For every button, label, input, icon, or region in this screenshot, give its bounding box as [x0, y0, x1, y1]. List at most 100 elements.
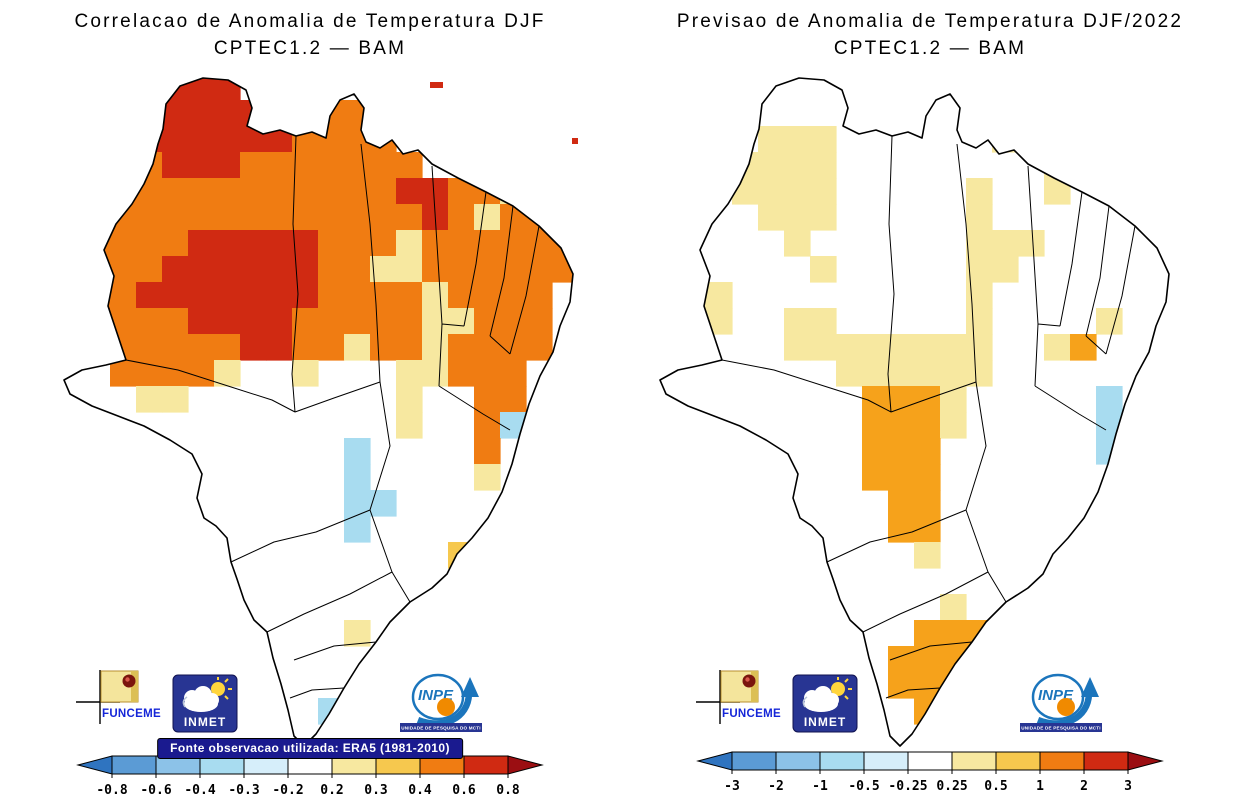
map-cell	[500, 230, 527, 257]
map-cell	[136, 126, 163, 153]
funceme-label: FUNCEME	[102, 708, 161, 720]
map-cell	[1044, 334, 1071, 361]
map-cell	[784, 126, 811, 153]
map-cell	[214, 308, 241, 335]
map-cell	[110, 178, 137, 205]
colorbar-segment	[1083, 751, 1129, 771]
map-cell	[292, 178, 319, 205]
map-cell	[888, 490, 915, 517]
map-cell	[188, 256, 215, 283]
map-cell	[784, 308, 811, 335]
map-cell	[292, 282, 319, 309]
map-cell	[136, 152, 163, 179]
map-cell	[474, 204, 501, 231]
map-cell	[370, 490, 397, 517]
map-cell	[110, 308, 137, 335]
map-cell	[888, 334, 915, 361]
swoosh-arrow-icon	[1036, 693, 1093, 727]
map-cell	[992, 256, 1019, 283]
inpe-logo: INPE UNIDADE DE PESQUISA DO MCTI	[1018, 670, 1104, 739]
map-cell	[214, 204, 241, 231]
map-cell	[422, 256, 449, 283]
map-cell	[214, 126, 241, 153]
colorbar-arrow-left	[76, 755, 113, 775]
colorbar-tick-label: 0.6	[452, 783, 476, 798]
map-cell	[344, 204, 371, 231]
inpe-bar	[1020, 723, 1102, 732]
map-cell	[110, 230, 137, 257]
inmet-logo: INMET	[792, 674, 858, 739]
map-cell	[448, 360, 475, 387]
colorbar-tick-label: -0.3	[228, 783, 259, 798]
map-cell	[474, 256, 501, 283]
map-cell	[810, 152, 837, 179]
map-cell	[680, 282, 707, 309]
map-cell	[344, 516, 371, 543]
swoosh-arrow-icon	[416, 693, 473, 727]
map-cell	[292, 360, 319, 387]
map-cell	[64, 334, 85, 361]
map-cell	[370, 308, 397, 335]
panel-forecast: Previsao de Anomalia de Temperatura DJF/…	[620, 0, 1240, 802]
map-cell	[292, 334, 319, 361]
map-cell	[240, 178, 267, 205]
map-cell	[422, 334, 449, 361]
map-cell	[188, 126, 215, 153]
colorbar-segment	[995, 751, 1041, 771]
map-cell	[448, 256, 475, 283]
colorbar-segment	[863, 751, 909, 771]
map-cell	[370, 204, 397, 231]
funceme-logo: FUNCEME	[74, 668, 170, 733]
map-cell	[84, 282, 111, 309]
map-cell	[448, 178, 475, 205]
map-cell	[758, 204, 785, 231]
panel-title: Correlacao de Anomalia de Temperatura DJ…	[74, 11, 546, 32]
map-cell	[862, 412, 889, 439]
colorbar-segment	[819, 751, 865, 771]
map-cell	[474, 308, 501, 335]
panel-subtitle: CPTEC1.2 — BAM	[213, 38, 407, 59]
map-cell	[526, 308, 553, 335]
colorbar-segment	[731, 751, 777, 771]
inmet-logo: INMET	[172, 674, 238, 739]
colorbar-tick-label: 0.2	[320, 783, 343, 798]
map-cell	[784, 152, 811, 179]
swoosh-arrowhead-icon	[1081, 677, 1099, 697]
map-cell	[162, 152, 189, 179]
map-cell	[214, 178, 241, 205]
state-borders	[721, 135, 1136, 699]
map-cell	[758, 178, 785, 205]
sun-rays-icon	[217, 677, 232, 700]
map-cell	[914, 464, 941, 491]
map-cell	[966, 178, 993, 205]
map-cell	[162, 178, 189, 205]
map-cell	[370, 126, 397, 153]
map-cell	[214, 78, 241, 101]
map-cell	[966, 204, 993, 231]
map-cell	[500, 360, 527, 387]
map-cell	[888, 672, 915, 699]
map-cell	[240, 282, 267, 309]
map-cell	[110, 256, 137, 283]
map-cell	[344, 282, 371, 309]
colorbar-tick-label: -0.6	[140, 783, 171, 798]
map-cell	[266, 282, 293, 309]
colorbar-arrow-right	[507, 755, 544, 775]
map-cell	[292, 152, 319, 179]
map-cell	[266, 230, 293, 257]
map-cell	[64, 230, 85, 257]
island-mark	[430, 82, 443, 88]
colorbar-tick-label: -3	[724, 779, 740, 794]
map-cell	[914, 490, 941, 517]
map-cell	[810, 178, 837, 205]
map-cell	[344, 464, 371, 491]
map-cell	[862, 464, 889, 491]
map-cell	[396, 334, 423, 361]
map-cell	[344, 256, 371, 283]
map-cell	[474, 438, 501, 465]
cloud-icon	[802, 686, 839, 712]
colorbar-arrow-left	[696, 751, 733, 771]
map-cell	[526, 256, 553, 283]
map-cell	[448, 334, 475, 361]
colorbar-tick-label: -0.8	[96, 783, 127, 798]
